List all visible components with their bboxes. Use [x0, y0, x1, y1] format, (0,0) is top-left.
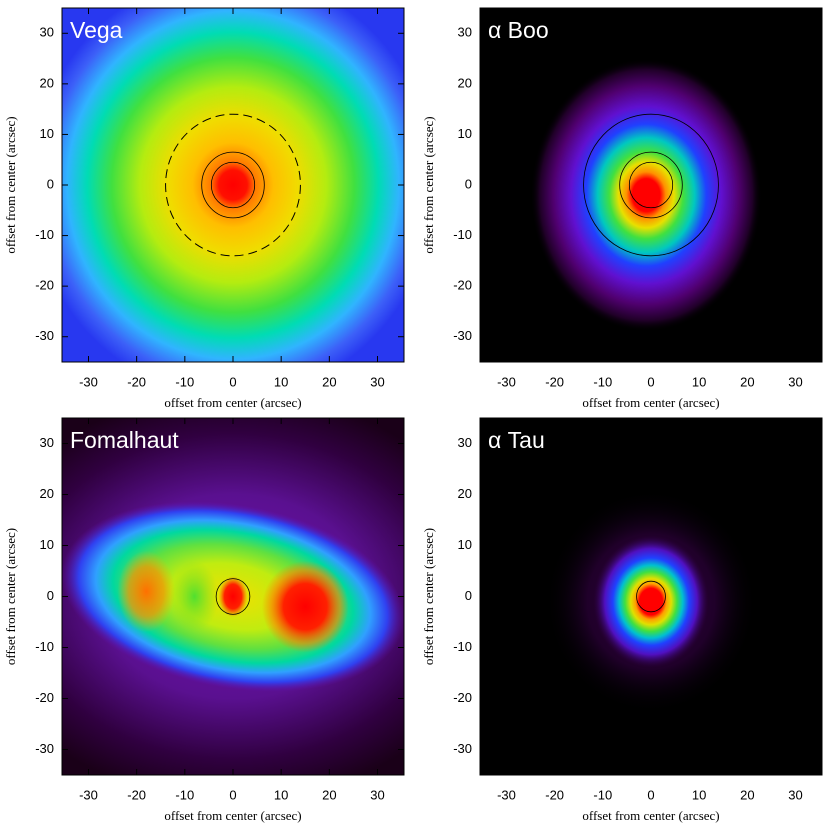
x-tick-label: -30 — [79, 374, 98, 389]
x-tick-label: -10 — [593, 787, 612, 802]
aperture — [628, 161, 674, 209]
y-tick-label: -20 — [453, 278, 472, 293]
panel-title: α Boo — [488, 17, 549, 43]
x-axis-title: offset from center (arcsec) — [164, 808, 301, 823]
y-tick-label: 10 — [458, 537, 472, 552]
y-tick-label: 0 — [47, 588, 54, 603]
x-tick-label: 20 — [322, 374, 336, 389]
aperture — [636, 580, 666, 613]
x-tick-label: -10 — [593, 374, 612, 389]
x-tick-label: 30 — [788, 787, 802, 802]
panel-title: α Tau — [488, 427, 545, 453]
aperture — [201, 151, 265, 219]
image-lobe — [170, 560, 219, 633]
image-emission — [530, 58, 762, 332]
y-tick-label: -30 — [453, 328, 472, 343]
x-tick-label: -20 — [545, 787, 564, 802]
panel-title: Vega — [70, 17, 123, 43]
image-panel: Vega — [62, 8, 404, 362]
y-axis-title: offset from center (arcsec) — [3, 116, 18, 253]
x-tick-label: 30 — [370, 374, 384, 389]
x-tick-label: 10 — [692, 787, 706, 802]
y-tick-label: -30 — [35, 741, 54, 756]
y-tick-label: -20 — [35, 690, 54, 705]
x-tick-label: -20 — [127, 374, 146, 389]
x-axis-title: offset from center (arcsec) — [164, 395, 301, 410]
y-tick-label: 30 — [458, 435, 472, 450]
aperture — [215, 578, 251, 615]
x-tick-label: 30 — [788, 374, 802, 389]
image-emission — [593, 535, 709, 668]
y-tick-label: -30 — [35, 328, 54, 343]
y-tick-label: 30 — [40, 435, 54, 450]
aperture — [583, 113, 719, 257]
y-tick-label: 20 — [458, 486, 472, 501]
y-axis-title: offset from center (arcsec) — [421, 116, 436, 253]
y-axis-title: offset from center (arcsec) — [421, 528, 436, 665]
x-tick-label: 0 — [647, 374, 654, 389]
image-emission — [62, 8, 404, 362]
y-tick-label: 30 — [458, 25, 472, 40]
y-tick-label: 10 — [458, 126, 472, 141]
y-tick-label: 0 — [47, 176, 54, 191]
x-tick-label: -10 — [175, 787, 194, 802]
y-tick-label: -10 — [453, 227, 472, 242]
aperture — [165, 113, 301, 257]
y-tick-label: -10 — [453, 639, 472, 654]
y-tick-label: 10 — [40, 126, 54, 141]
x-tick-label: 10 — [274, 374, 288, 389]
image-lobe — [261, 560, 349, 653]
panel-title: Fomalhaut — [70, 427, 179, 453]
aperture — [210, 161, 256, 209]
x-tick-label: 20 — [740, 787, 754, 802]
y-tick-label: 0 — [465, 176, 472, 191]
y-tick-label: -10 — [35, 639, 54, 654]
y-tick-label: 0 — [465, 588, 472, 603]
x-tick-label: -20 — [545, 374, 564, 389]
x-tick-label: 10 — [692, 374, 706, 389]
x-tick-label: 0 — [229, 787, 236, 802]
x-tick-label: 20 — [740, 374, 754, 389]
x-tick-label: -20 — [127, 787, 146, 802]
aperture — [619, 151, 683, 219]
x-axis-title: offset from center (arcsec) — [582, 808, 719, 823]
image-lobe — [117, 550, 176, 633]
image-panel: α Boo — [480, 8, 822, 362]
x-tick-label: -30 — [79, 787, 98, 802]
y-tick-label: 30 — [40, 25, 54, 40]
image-panel: α Tau — [480, 418, 822, 775]
image-panel: Fomalhaut — [62, 418, 404, 775]
x-tick-label: 20 — [322, 787, 336, 802]
x-axis-title: offset from center (arcsec) — [582, 395, 719, 410]
x-tick-label: 30 — [370, 787, 384, 802]
y-tick-label: 20 — [458, 75, 472, 90]
image-core — [218, 576, 248, 617]
y-tick-label: -20 — [35, 278, 54, 293]
y-tick-label: -10 — [35, 227, 54, 242]
x-tick-label: -30 — [497, 374, 516, 389]
x-tick-label: -10 — [175, 374, 194, 389]
y-tick-label: 10 — [40, 537, 54, 552]
x-tick-label: 10 — [274, 787, 288, 802]
y-axis-title: offset from center (arcsec) — [3, 528, 18, 665]
x-tick-label: 0 — [647, 787, 654, 802]
y-tick-label: -20 — [453, 690, 472, 705]
y-tick-label: 20 — [40, 75, 54, 90]
x-tick-label: -30 — [497, 787, 516, 802]
x-tick-label: 0 — [229, 374, 236, 389]
y-tick-label: -30 — [453, 741, 472, 756]
y-tick-label: 20 — [40, 486, 54, 501]
